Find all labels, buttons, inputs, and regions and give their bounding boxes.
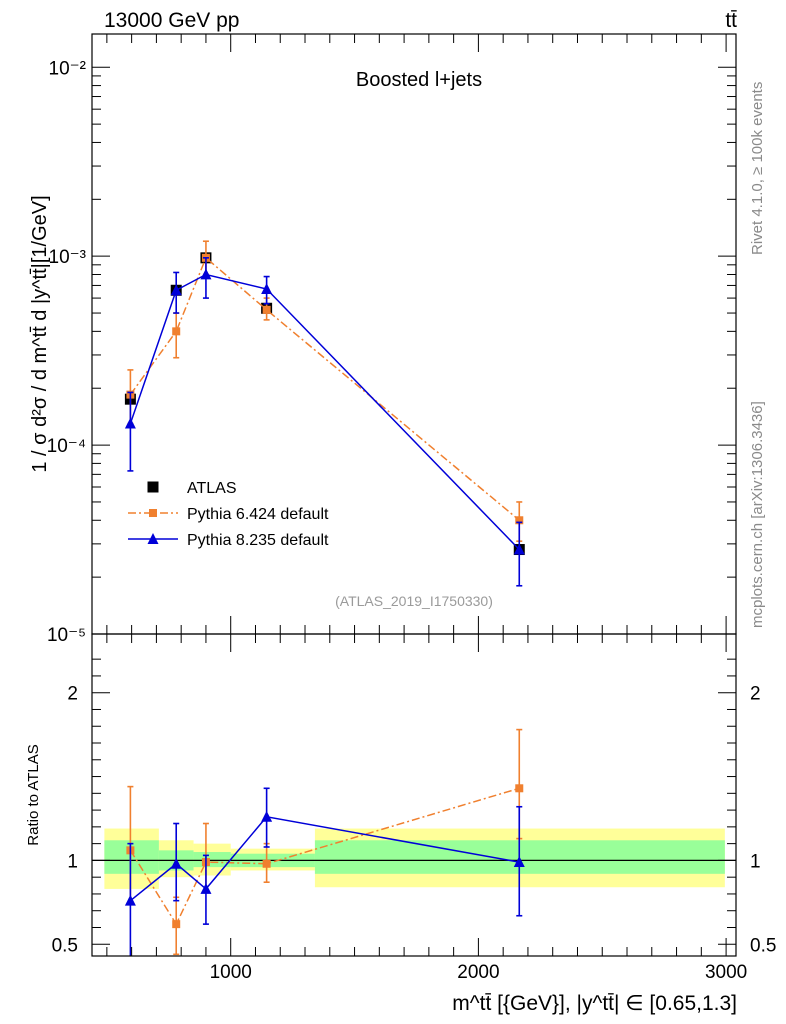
analysis-id-label: (ATLAS_2019_I1750330)	[335, 593, 493, 609]
main-y-axis-label: 1 / σ d²σ / d m^tt̄ d |y^tt̄|[1/GeV]	[29, 195, 51, 472]
main-y-tick-label: 10⁻⁵	[47, 625, 86, 646]
plot-title: Boosted l+jets	[356, 69, 482, 91]
legend: ATLAS Pythia 6.424 default Pythia 8.235 de…	[128, 480, 329, 549]
ratio-pythia6-point	[515, 784, 524, 793]
main-panel: 10⁻⁵ 10⁻⁴ 10⁻³ 10⁻² Boosted l+jets (ATLAS_2…	[29, 33, 737, 646]
ratio-pythia8-point	[261, 810, 273, 822]
ratio-inner-band	[104, 840, 159, 874]
x-axis-label: m^tt̄ [{GeV}], |y^tt̄| ∈ [0.65,1.3]	[452, 992, 737, 1015]
main-y-tick-label: 10⁻²	[49, 58, 87, 79]
rivet-version-label: Rivet 4.1.0, ≥ 100k events	[749, 82, 766, 255]
pythia8-point	[513, 543, 525, 555]
main-axes: 10⁻⁵ 10⁻⁴ 10⁻³ 10⁻²	[47, 34, 736, 646]
ratio-data-layer	[92, 728, 736, 956]
pythia8-point	[170, 284, 182, 296]
process-label: tt̄	[725, 9, 737, 32]
ratio-pythia6-point	[172, 920, 181, 929]
pythia8-point	[200, 268, 212, 280]
legend-pythia6-marker	[149, 509, 157, 517]
pythia8-point	[124, 417, 136, 429]
pythia6-point	[172, 327, 181, 336]
legend-pythia8-marker	[147, 533, 159, 544]
ratio-y-tick-label-right: 2	[750, 684, 761, 705]
ratio-y-axis-label: Ratio to ATLAS	[25, 744, 42, 845]
pythia6-point	[262, 305, 271, 314]
pythia8-point	[261, 283, 273, 294]
ratio-y-tick-label: 0.5	[52, 935, 78, 956]
energy-label: 13000 GeV pp	[104, 9, 239, 32]
ratio-y-tick-label: 2	[67, 684, 78, 705]
legend-pythia6-label: Pythia 6.424 default	[187, 506, 329, 523]
ratio-frame	[91, 633, 737, 957]
mcplots-reference-label: mcplots.cern.ch [arXiv:1306.3436]	[749, 401, 766, 628]
pythia6-point	[515, 516, 524, 525]
main-data-layer	[124, 240, 525, 587]
ratio-y-tick-label-right: 0.5	[750, 935, 776, 956]
ratio-pythia8-point	[513, 856, 525, 868]
ratio-inner-band	[193, 852, 231, 868]
ratio-pythia8-point	[200, 882, 212, 894]
ratio-pythia8-point	[170, 857, 182, 869]
x-tick-label: 1000	[210, 962, 252, 983]
legend-pythia8-label: Pythia 8.235 default	[187, 532, 329, 549]
pythia6-line	[129, 256, 520, 521]
ratio-y-tick-label: 1	[67, 851, 78, 872]
main-y-tick-label: 10⁻⁴	[47, 436, 86, 457]
ratio-pythia6-point	[262, 859, 271, 868]
main-y-tick-label: 10⁻³	[49, 247, 87, 268]
legend-atlas-label: ATLAS	[187, 480, 237, 497]
x-tick-label: 3000	[705, 962, 747, 983]
legend-atlas-marker	[147, 481, 159, 493]
ratio-y-tick-label-right: 1	[750, 851, 761, 872]
x-tick-label: 2000	[457, 962, 499, 983]
ratio-pythia8-point	[124, 894, 136, 906]
